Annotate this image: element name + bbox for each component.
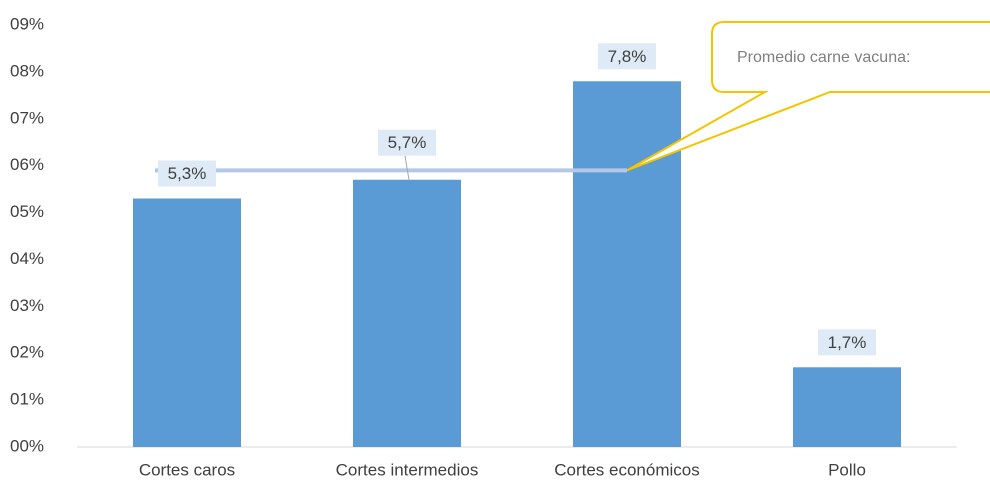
y-tick-label: 08% bbox=[10, 61, 44, 80]
bar bbox=[793, 367, 901, 447]
y-tick-label: 05% bbox=[10, 202, 44, 221]
data-label: 5,3% bbox=[168, 164, 207, 183]
x-tick-label: Cortes económicos bbox=[554, 460, 700, 479]
data-label-box bbox=[158, 160, 216, 187]
y-tick-label: 02% bbox=[10, 343, 44, 362]
data-label-box bbox=[378, 129, 436, 156]
data-label: 1,7% bbox=[828, 333, 867, 352]
y-tick-label: 03% bbox=[10, 296, 44, 315]
y-tick-label: 06% bbox=[10, 155, 44, 174]
leader-line bbox=[404, 155, 410, 180]
x-tick-label: Pollo bbox=[828, 460, 866, 479]
y-tick-label: 07% bbox=[10, 108, 44, 127]
y-tick-label: 09% bbox=[10, 14, 44, 33]
data-label-box bbox=[598, 43, 656, 70]
callout bbox=[626, 21, 990, 172]
x-tick-label: Cortes caros bbox=[139, 460, 235, 479]
y-tick-label: 01% bbox=[10, 390, 44, 409]
data-label: 7,8% bbox=[608, 47, 647, 66]
x-tick-label: Cortes intermedios bbox=[336, 460, 479, 479]
bar bbox=[133, 198, 241, 447]
callout-label: Promedio carne vacuna: bbox=[737, 49, 910, 66]
bar bbox=[353, 179, 461, 447]
data-label-box bbox=[818, 329, 876, 356]
data-label: 5,7% bbox=[388, 133, 427, 152]
bar bbox=[573, 81, 681, 448]
y-tick-label: 00% bbox=[10, 436, 44, 455]
y-tick-label: 04% bbox=[10, 249, 44, 268]
